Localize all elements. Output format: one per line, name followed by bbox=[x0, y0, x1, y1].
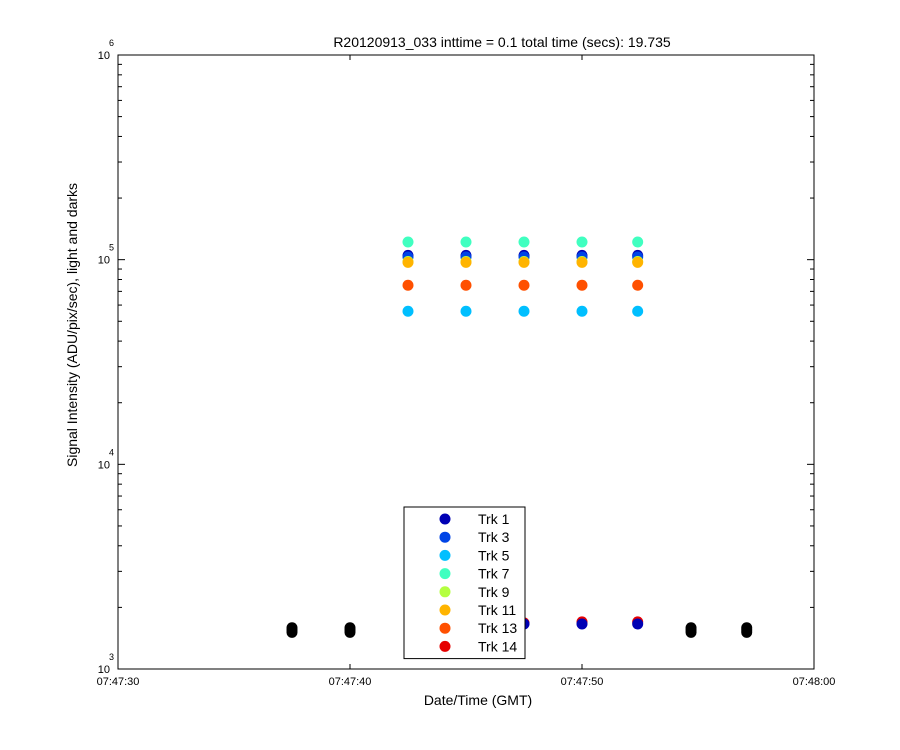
data-point bbox=[632, 618, 644, 630]
data-point bbox=[741, 622, 753, 634]
y-tick-label-exponent: 6 bbox=[109, 38, 114, 48]
x-axis-label: Date/Time (GMT) bbox=[424, 692, 532, 708]
x-tick-label: 07:47:50 bbox=[561, 676, 604, 688]
y-tick-label-base: 10 bbox=[98, 255, 110, 267]
legend-label: Trk 13 bbox=[478, 620, 517, 636]
legend-label: Trk 3 bbox=[478, 529, 510, 545]
data-point bbox=[344, 622, 356, 634]
data-point bbox=[632, 256, 644, 268]
data-point bbox=[460, 236, 472, 248]
data-point bbox=[402, 305, 414, 317]
legend-marker bbox=[439, 622, 451, 634]
y-tick-label-base: 10 bbox=[98, 664, 110, 676]
y-tick-label-base: 10 bbox=[98, 50, 110, 62]
x-tick-label: 07:48:00 bbox=[793, 676, 836, 688]
legend-marker bbox=[439, 568, 451, 580]
data-point bbox=[576, 618, 588, 630]
data-point bbox=[685, 622, 697, 634]
data-point bbox=[632, 305, 644, 317]
data-point bbox=[460, 279, 472, 291]
legend-label: Trk 5 bbox=[478, 547, 510, 563]
data-point bbox=[518, 279, 530, 291]
legend-label: Trk 11 bbox=[478, 602, 516, 618]
data-point bbox=[576, 256, 588, 268]
legend-label: Trk 1 bbox=[478, 511, 510, 527]
legend-marker bbox=[439, 549, 451, 561]
data-point bbox=[576, 236, 588, 248]
x-tick-label: 07:47:40 bbox=[329, 676, 372, 688]
y-tick-label-base: 10 bbox=[98, 459, 110, 471]
data-point bbox=[518, 305, 530, 317]
data-point bbox=[402, 279, 414, 291]
data-point bbox=[576, 305, 588, 317]
chart-title: R20120913_033 inttime = 0.1 total time (… bbox=[333, 34, 671, 50]
data-point bbox=[460, 256, 472, 268]
legend-marker bbox=[439, 604, 451, 616]
y-tick-label-exponent: 5 bbox=[109, 243, 114, 253]
y-axis-label: Signal Intensity (ADU/pix/sec), light an… bbox=[64, 183, 80, 467]
data-point bbox=[286, 622, 298, 634]
data-points bbox=[286, 236, 753, 638]
legend-marker bbox=[439, 513, 451, 525]
data-point bbox=[518, 256, 530, 268]
axis-ticks: 07:47:30 07:47:40 07:47:50 07:48:00 10 3 10 4 10… bbox=[97, 38, 836, 688]
data-point bbox=[518, 236, 530, 248]
x-tick-label: 07:47:30 bbox=[97, 676, 140, 688]
legend: Trk 1 Trk 3 Trk 5 Trk 7 Trk 9 Trk 11 Trk 13 Trk… bbox=[403, 506, 526, 660]
legend-marker bbox=[439, 640, 451, 652]
y-tick-label-exponent: 3 bbox=[109, 652, 114, 662]
data-point bbox=[576, 279, 588, 291]
y-tick-label-exponent: 4 bbox=[109, 447, 114, 457]
data-point bbox=[402, 256, 414, 268]
legend-label: Trk 7 bbox=[478, 566, 510, 582]
legend-marker bbox=[439, 586, 451, 598]
data-point bbox=[402, 236, 414, 248]
data-point bbox=[460, 305, 472, 317]
legend-marker bbox=[439, 531, 451, 543]
data-point bbox=[632, 279, 644, 291]
legend-label: Trk 9 bbox=[478, 584, 510, 600]
legend-box bbox=[403, 506, 526, 660]
data-point bbox=[632, 236, 644, 248]
legend-label: Trk 14 bbox=[478, 638, 517, 654]
